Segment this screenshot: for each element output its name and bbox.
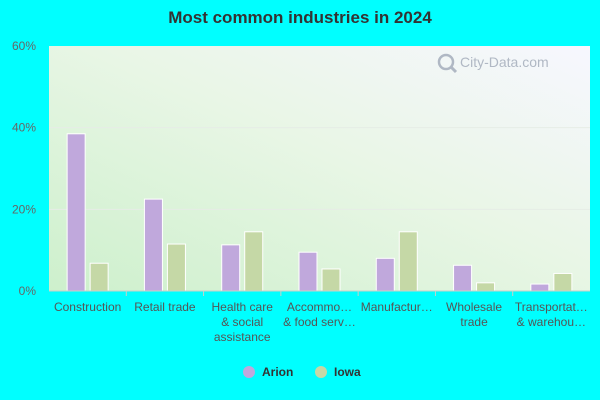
category-label: Wholesale trade <box>446 300 502 329</box>
plot-background <box>49 46 590 291</box>
bar-iowa <box>398 231 418 292</box>
legend-swatch-iowa <box>315 366 327 378</box>
bar-arion <box>66 133 86 292</box>
magnifier-icon <box>437 53 455 71</box>
bar-arion <box>530 283 550 292</box>
bar-arion <box>221 244 241 292</box>
bar-iowa <box>244 231 264 292</box>
category-label: Health care & social assistance <box>212 300 274 344</box>
category-label: Construction <box>54 300 121 314</box>
category-label: Transportat… & warehou… <box>515 300 588 329</box>
bar-iowa <box>321 268 341 292</box>
chart-title: Most common industries in 2024 <box>168 8 432 27</box>
legend-swatch-arion <box>243 366 255 378</box>
y-tick-label: 60% <box>12 39 36 53</box>
y-tick-label: 20% <box>12 202 36 216</box>
bar-iowa <box>476 282 496 292</box>
bar-iowa <box>553 272 573 292</box>
y-tick-label: 0% <box>19 284 37 298</box>
watermark: City-Data.com <box>437 53 549 74</box>
bar-iowa <box>166 243 186 292</box>
category-label: Retail trade <box>134 300 196 314</box>
legend-label-iowa: Iowa <box>334 365 361 379</box>
category-label: Manufactur… <box>361 300 433 314</box>
bar-arion <box>375 257 395 292</box>
bar-arion <box>143 198 163 292</box>
bar-iowa <box>89 262 109 292</box>
category-label: Accommo… & food serv… <box>283 300 356 329</box>
watermark-text: City-Data.com <box>460 54 549 70</box>
legend-label-arion: Arion <box>262 365 293 379</box>
bar-arion <box>453 264 473 292</box>
bar-arion <box>298 251 318 292</box>
y-tick-label: 40% <box>12 121 36 135</box>
